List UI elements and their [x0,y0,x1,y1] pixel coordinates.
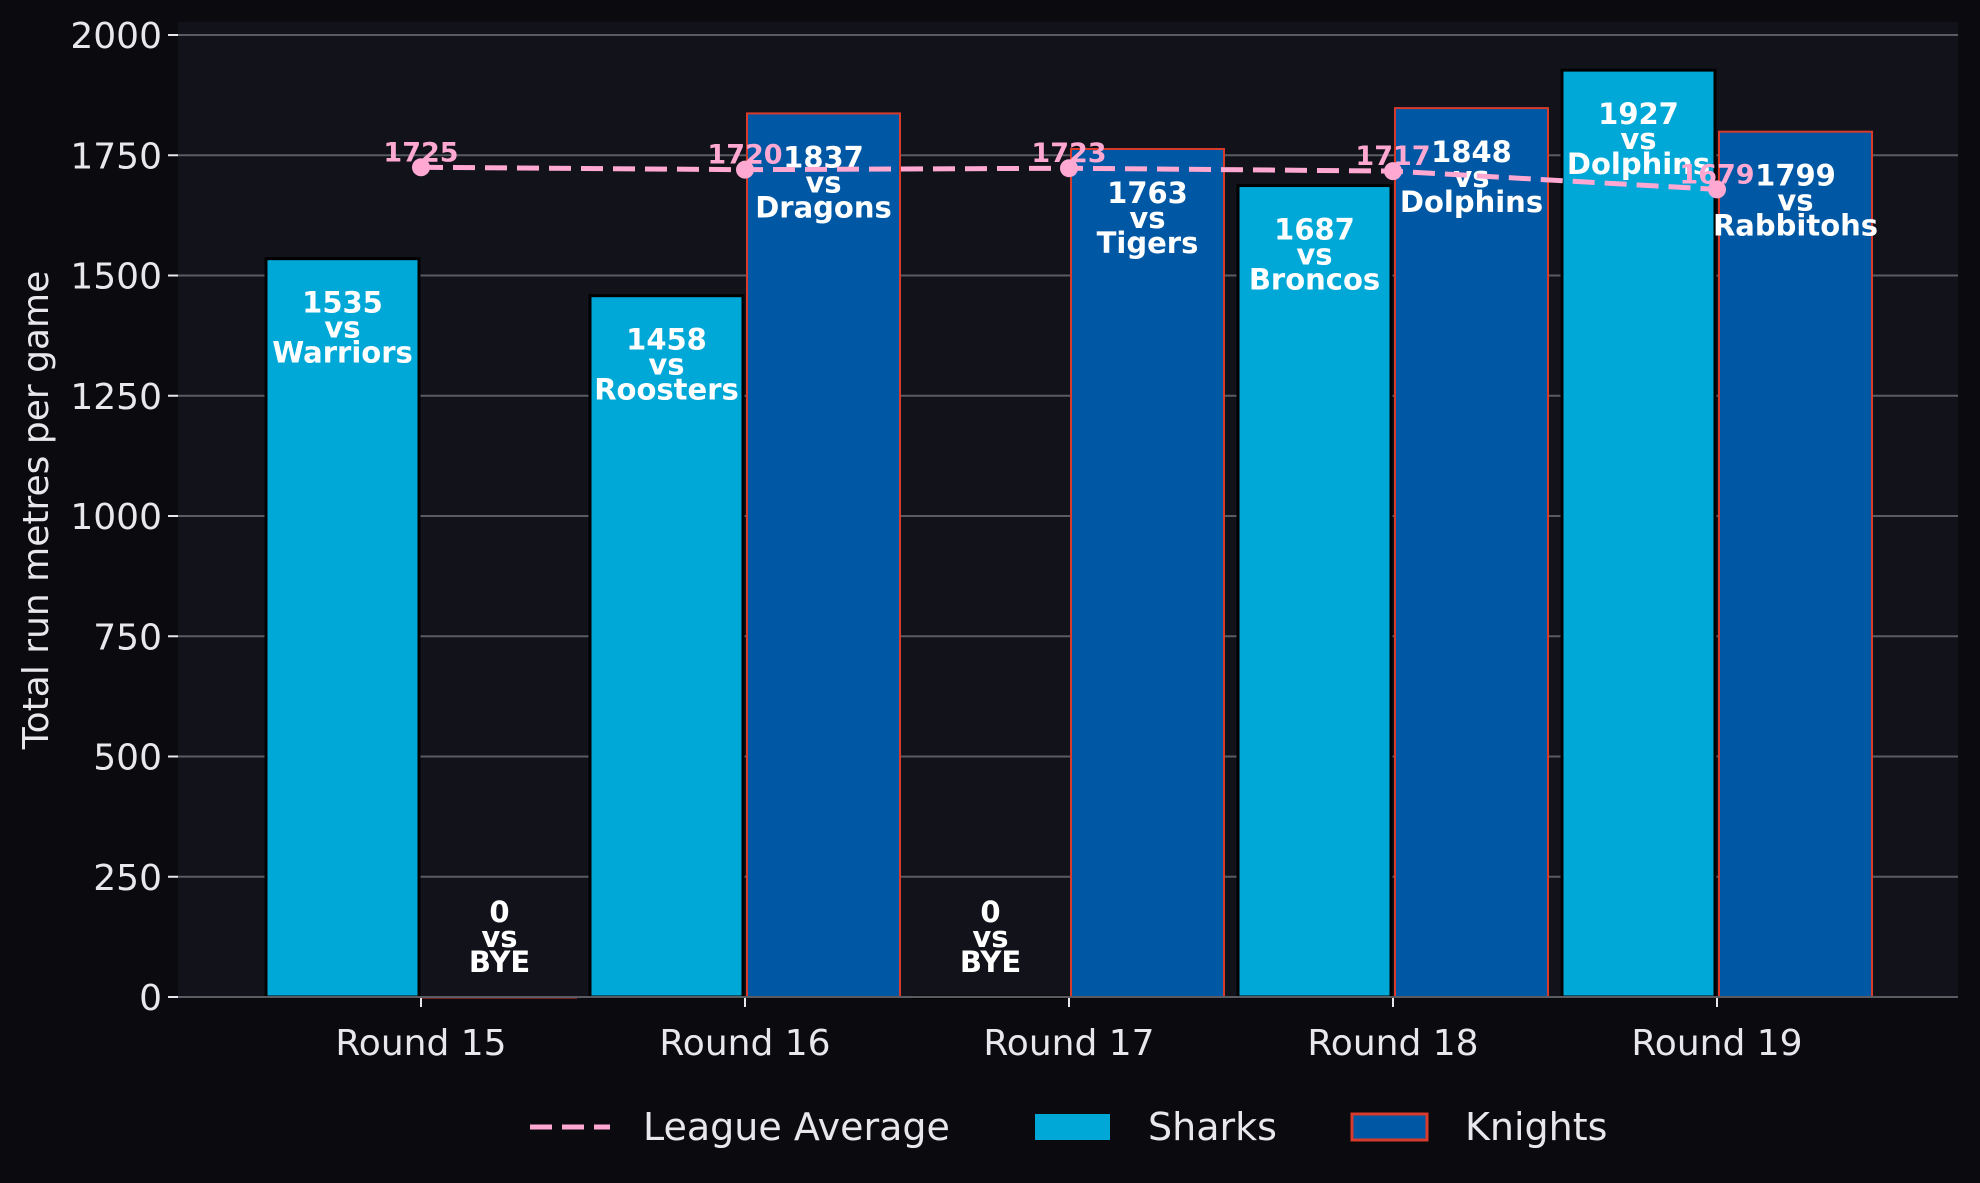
bar-label: 1535 [302,286,383,320]
league-average-label: 1679 [1679,159,1754,190]
bar-label: 1458 [626,323,707,357]
league-average-label: 1717 [1355,141,1430,172]
bar-label: vs [972,920,1008,954]
x-tick-label: Round 18 [1307,1023,1478,1064]
bar-label: vs [648,348,684,382]
league-average-point [1060,159,1078,178]
league-average-point [1384,162,1402,181]
y-tick-label: 0 [139,978,162,1019]
league-average-label: 1725 [383,137,458,168]
bar-label: Warriors [272,336,413,370]
x-tick-label: Round 19 [1631,1023,1802,1064]
bar-label: vs [1777,184,1813,218]
y-tick-label: 2000 [70,16,162,57]
bar-label: 1927 [1598,97,1679,131]
legend-swatch-sharks [1035,1114,1110,1140]
bar-label: 1763 [1107,176,1188,210]
bar-label: Roosters [594,373,739,407]
y-tick-label: 1250 [70,377,162,418]
league-average-label: 1723 [1031,138,1106,169]
y-axis: 0 250 500 750 1000 1250 1500 1750 2000 [70,16,178,1019]
bar-label: Rabbitohs [1713,209,1878,243]
x-tick-label: Round 16 [659,1023,830,1064]
y-tick-label: 750 [93,617,162,658]
bar-label: 1848 [1431,135,1512,169]
league-average-point [1708,180,1726,199]
x-tick-label: Round 17 [983,1023,1154,1064]
bar-label: vs [1129,201,1165,235]
bar-labels: 1535vsWarriors0vsBYE1458vsRoosters1837vs… [272,97,1878,979]
legend-swatch-knights [1350,1112,1429,1142]
bars [264,68,1873,999]
bar-label: Tigers [1097,226,1199,260]
league-average-point [736,160,754,179]
legend-label: League Average [643,1105,950,1149]
bar-label: vs [324,311,360,345]
legend: League Average Sharks Knights [530,1105,1607,1149]
bar-sharks-round-15 [264,257,421,999]
bar-label: Broncos [1249,263,1380,297]
y-tick-label: 500 [93,738,162,779]
bar-label: Dolphins [1400,185,1543,219]
bar-sharks-round-19 [1560,68,1717,999]
bar-knights-round-16 [746,112,901,998]
y-axis-title: Total run metres per game [16,271,57,750]
x-tick-label: Round 15 [335,1023,506,1064]
legend-label: Knights [1465,1105,1607,1149]
bar-label: vs [481,920,517,954]
bar-label: BYE [960,945,1021,979]
league-average-line: 1725 1720 1723 1717 1679 [383,137,1755,199]
bar-label: 1687 [1274,213,1355,247]
bar-knights-round-19 [1718,130,1873,998]
y-tick-label: 250 [93,858,162,899]
bar-label: 1799 [1755,159,1836,193]
bar-knights-round-18 [1394,107,1549,998]
bar-sharks-round-16 [588,294,745,999]
bar-label: vs [1620,122,1656,156]
legend-label: Sharks [1148,1105,1277,1149]
bar-sharks-round-18 [1236,184,1393,999]
bar-knights-round-17 [1070,147,1225,998]
bar-label: 0 [980,895,1000,929]
x-axis: Round 15 Round 16 Round 17 Round 18 Round 19 [178,996,1958,1064]
y-tick-label: 1750 [70,136,162,177]
league-average-label: 1720 [707,140,782,171]
bar-label: Dolphins [1567,147,1710,181]
bar-label: vs [1296,238,1332,272]
bar-label: Dragons [755,190,892,224]
bar-label: BYE [469,945,530,979]
y-tick-label: 1500 [70,257,162,298]
y-tick-label: 1000 [70,497,162,538]
bar-label: 0 [489,895,509,929]
league-average-point [412,158,430,177]
